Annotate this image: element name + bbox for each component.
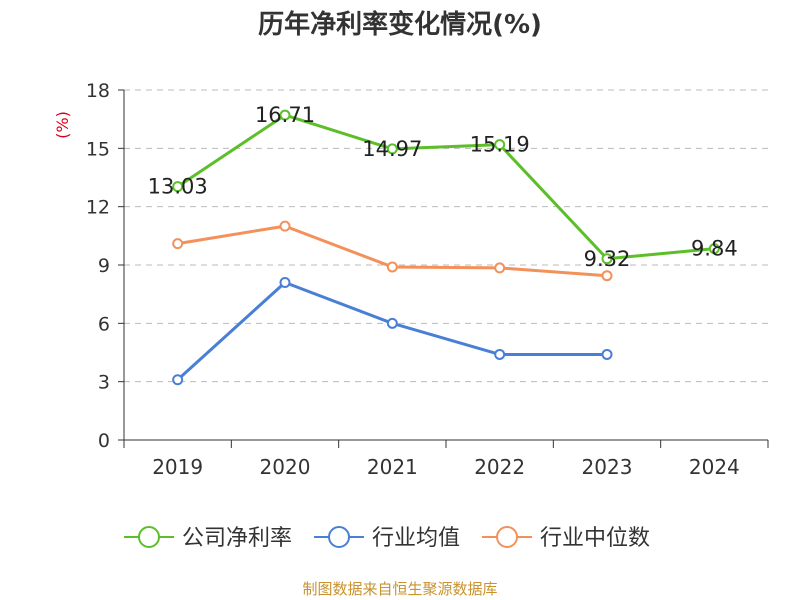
legend-label: 行业中位数: [540, 526, 650, 551]
x-tick-label: 2023: [582, 455, 633, 479]
y-tick-label: 15: [86, 138, 110, 160]
y-tick-label: 0: [98, 430, 110, 452]
y-tick-label: 18: [86, 80, 110, 102]
data-point: [172, 374, 184, 386]
data-point: [494, 262, 506, 274]
x-tick-label: 2021: [367, 455, 418, 479]
source-note: 制图数据来自恒生聚源数据库: [302, 580, 498, 598]
data-point: [601, 348, 613, 360]
legend-marker: [496, 526, 519, 548]
x-tick-label: 2024: [689, 455, 740, 479]
legend-label: 公司净利率: [182, 526, 292, 551]
legend-marker: [328, 526, 351, 548]
chart-title: 历年净利率变化情况(%): [258, 10, 542, 40]
data-label: 9.84: [691, 237, 738, 261]
y-tick-label: 3: [98, 372, 110, 394]
data-label: 13.03: [148, 175, 208, 199]
legend-marker: [138, 526, 160, 548]
data-point: [279, 109, 291, 121]
data-point: [386, 317, 398, 329]
data-point: [601, 253, 613, 265]
data-point: [172, 238, 184, 250]
data-point: [601, 270, 613, 282]
x-tick-label: 2022: [474, 455, 525, 479]
data-label: 15.19: [470, 133, 530, 157]
data-label: 14.97: [362, 137, 422, 161]
data-point: [172, 181, 184, 193]
data-point: [279, 220, 291, 232]
data-point: [386, 261, 398, 273]
x-tick-label: 2019: [152, 455, 203, 479]
y-tick-label: 9: [98, 255, 110, 277]
data-point: [708, 243, 720, 255]
data-point: [494, 348, 506, 360]
y-axis-label: (%): [53, 111, 72, 139]
legend-label: 行业均值: [372, 526, 460, 551]
y-tick-label: 6: [98, 313, 110, 335]
data-point: [386, 143, 398, 155]
data-point: [494, 139, 506, 151]
x-tick-label: 2020: [260, 455, 311, 479]
y-tick-label: 12: [86, 197, 110, 219]
data-label: 16.71: [255, 103, 315, 127]
series-line: [176, 281, 607, 381]
data-label: 9.32: [584, 247, 631, 271]
series-line: [176, 113, 715, 261]
data-point: [279, 277, 291, 288]
